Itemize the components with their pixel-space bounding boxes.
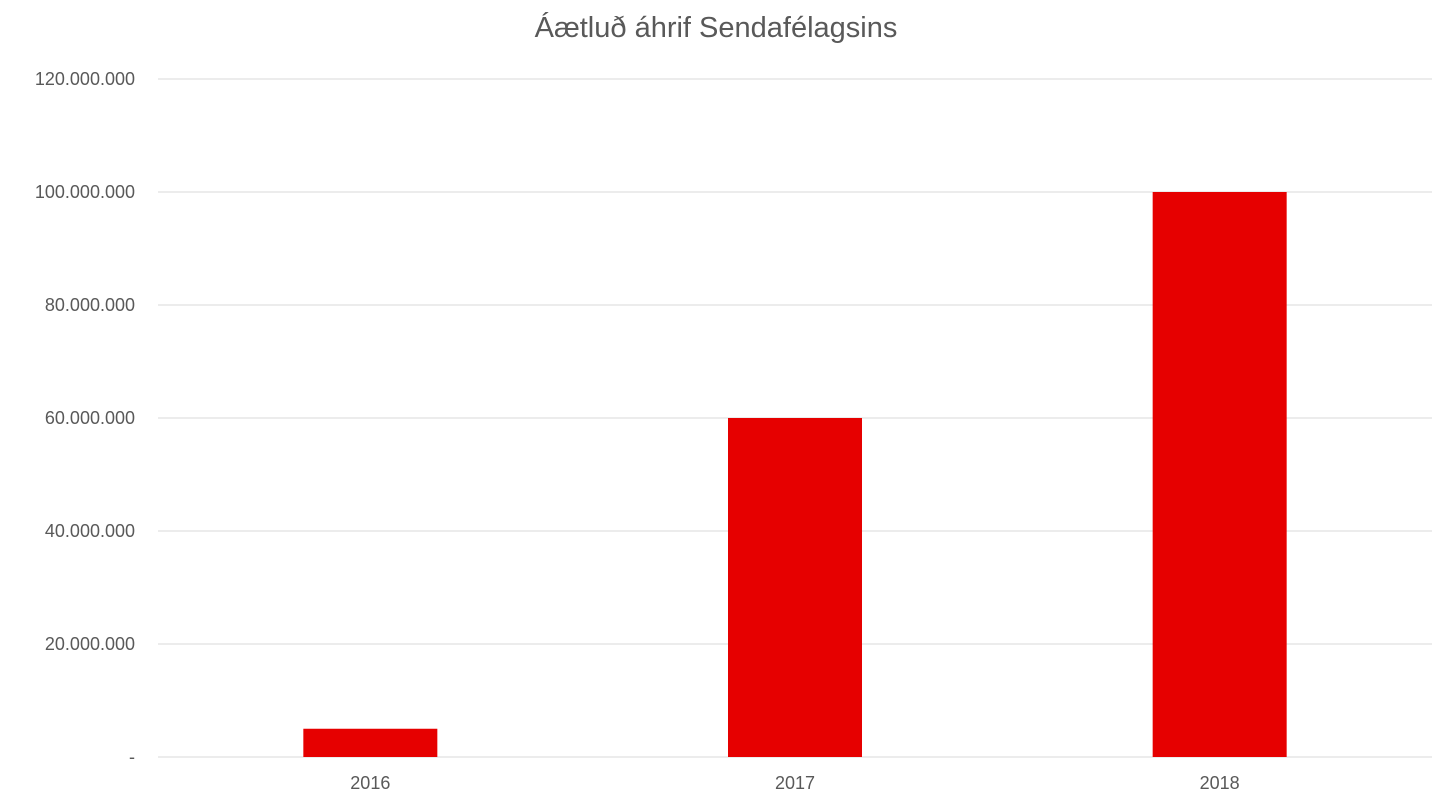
chart-title: Áætluð áhrif Sendafélagsins — [534, 12, 898, 44]
bar-2018 — [1152, 192, 1287, 757]
bar-2017 — [728, 418, 862, 757]
x-axis-tick-labels: 2016 2017 2018 — [350, 773, 1239, 793]
y-tick-label: - — [129, 747, 135, 767]
y-tick-label: 60.000.000 — [45, 408, 135, 428]
y-axis-tick-labels: - 20.000.000 40.000.000 60.000.000 80.000.00… — [35, 69, 135, 767]
x-tick-label: 2018 — [1200, 773, 1240, 793]
bar-2016 — [303, 728, 438, 757]
y-tick-label: 20.000.000 — [45, 634, 135, 654]
x-tick-label: 2017 — [775, 773, 815, 793]
y-tick-label: 100.000.000 — [35, 182, 135, 202]
bars — [303, 192, 1287, 757]
x-tick-label: 2016 — [350, 773, 390, 793]
y-tick-label: 40.000.000 — [45, 521, 135, 541]
y-tick-label: 120.000.000 — [35, 69, 135, 89]
y-tick-label: 80.000.000 — [45, 295, 135, 315]
